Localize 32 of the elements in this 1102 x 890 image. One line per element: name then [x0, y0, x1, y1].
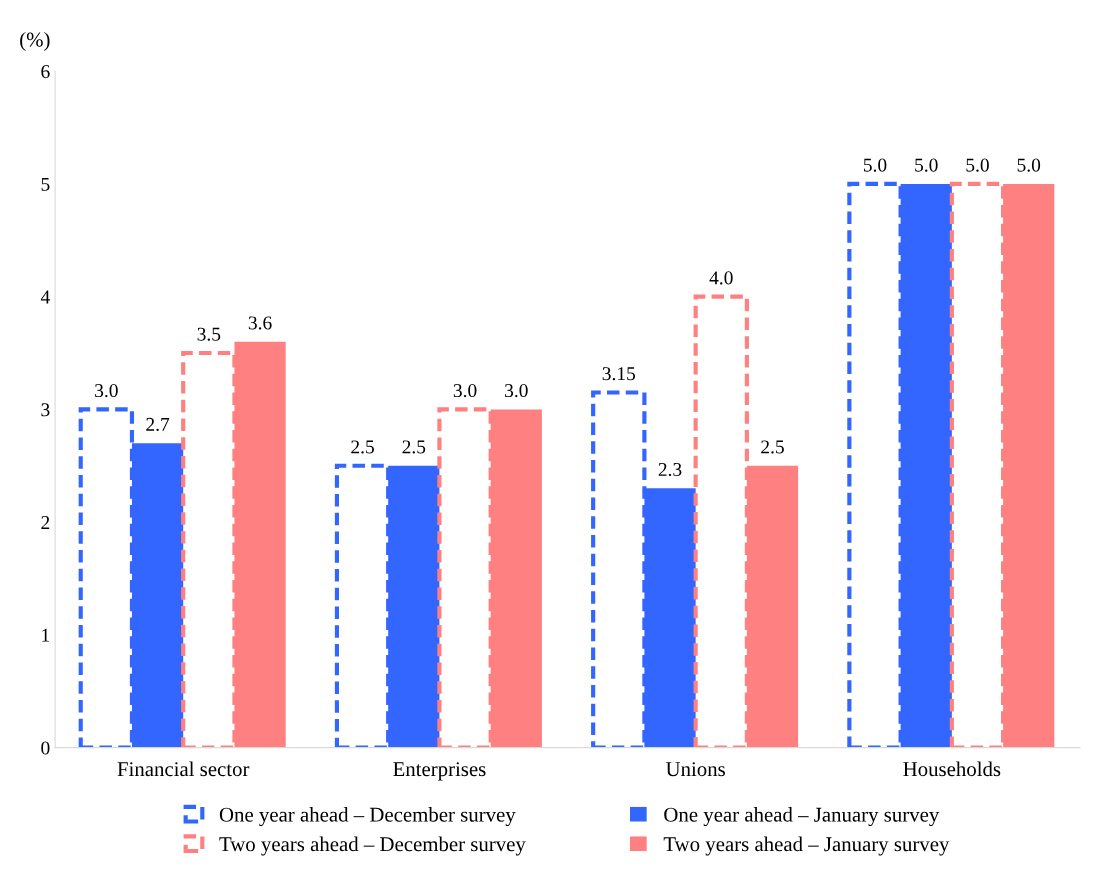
y-tick-label: 6	[41, 65, 50, 79]
data-label: 2.5	[402, 440, 426, 454]
y-tick-label: 3	[41, 403, 50, 417]
data-label: 3.0	[505, 384, 528, 398]
data-label: 3.6	[248, 316, 272, 330]
data-label: 2.5	[351, 440, 374, 454]
data-label: 2.7	[146, 417, 170, 432]
data-label: 3.15	[602, 367, 636, 381]
data-label: 5.0	[1017, 158, 1041, 172]
x-tick-label: Unions	[665, 762, 725, 777]
legend-label: One year ahead – January survey	[664, 807, 940, 827]
data-label: 5.0	[863, 158, 887, 172]
data-label: 4.0	[709, 271, 733, 285]
data-label: 5.0	[915, 158, 938, 172]
data-label: 3.0	[95, 384, 118, 398]
data-label: 2.3	[658, 462, 682, 477]
y-tick-label: 2	[41, 516, 50, 529]
data-label: 3.5	[197, 327, 221, 341]
data-label: 2.5	[761, 440, 784, 454]
y-tick-label: 5	[41, 177, 50, 191]
legend-label: One year ahead – December survey	[219, 807, 516, 827]
y-tick-label: 4	[40, 290, 50, 304]
x-tick-label: Households	[903, 761, 1001, 777]
data-label: 3.0	[453, 384, 477, 398]
legend-label: Two years ahead – January survey	[663, 836, 950, 856]
data-label: 5.0	[966, 158, 989, 172]
x-tick-label: Financial sector	[117, 761, 250, 777]
y-tick-label: 0	[41, 741, 50, 755]
y-tick-label: 1	[42, 628, 50, 642]
legend-label: Two years ahead – December survey	[219, 836, 526, 856]
y-axis-title: (%)	[20, 32, 50, 51]
x-tick-label: Enterprises	[393, 762, 486, 781]
